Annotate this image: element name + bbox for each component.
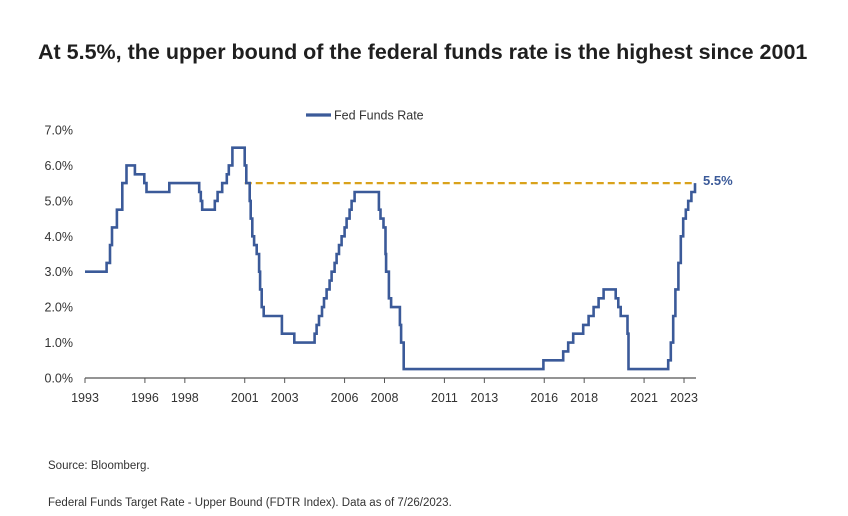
x-tick-label: 2018: [570, 391, 598, 405]
x-tick-label: 2021: [630, 391, 658, 405]
y-tick-label: 4.0%: [45, 230, 74, 244]
legend-label-fed-funds-rate: Fed Funds Rate: [334, 109, 424, 123]
x-tick-label: 2016: [530, 391, 558, 405]
x-tick-label: 1993: [71, 391, 99, 405]
x-tick-label: 2001: [231, 391, 259, 405]
chart-title: At 5.5%, the upper bound of the federal …: [38, 40, 808, 64]
y-axis: 0.0% 1.0% 2.0% 3.0% 4.0% 5.0% 6.0% 7.0%: [45, 124, 74, 386]
y-tick-label: 6.0%: [45, 159, 74, 173]
x-axis: 1993 1996 1998 2001 2003 2006 2008 2011 2013 2016…: [71, 377, 698, 405]
data-footnote: Federal Funds Target Rate - Upper Bound …: [48, 497, 452, 509]
y-tick-label: 0.0%: [45, 372, 74, 386]
y-tick-label: 1.0%: [45, 336, 74, 350]
y-tick-label: 5.0%: [45, 194, 74, 208]
end-value-label: 5.5%: [703, 173, 733, 188]
y-tick-label: 3.0%: [45, 265, 74, 279]
x-tick-label: 2008: [371, 391, 399, 405]
y-tick-label: 2.0%: [45, 301, 74, 315]
x-tick-label: 2013: [470, 391, 498, 405]
x-tick-label: 2003: [271, 391, 299, 405]
source-note: Source: Bloomberg.: [48, 460, 150, 472]
y-tick-label: 7.0%: [45, 124, 74, 138]
series-line-fed-funds-rate: [85, 146, 697, 371]
x-tick-label: 1998: [171, 391, 199, 405]
x-tick-label: 2023: [670, 391, 698, 405]
x-tick-label: 1996: [131, 391, 159, 405]
legend: Fed Funds Rate: [306, 109, 424, 123]
plot-area: 5.5%: [85, 146, 733, 371]
x-tick-label: 2011: [431, 391, 458, 405]
x-tick-label: 2006: [331, 391, 359, 405]
